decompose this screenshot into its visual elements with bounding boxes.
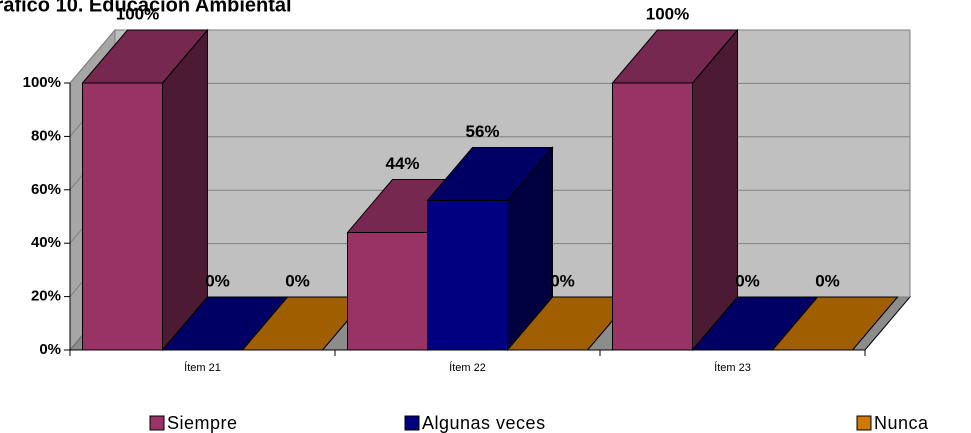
legend-label: Nunca [874,413,929,433]
data-label: 0% [285,271,310,290]
legend-swatch [404,415,420,431]
bar [81,28,209,352]
bar [771,296,899,351]
legend-swatch [856,415,872,431]
data-label: 56% [465,122,499,141]
data-label: 100% [116,4,159,23]
data-label: 0% [550,271,575,290]
grid-line [69,29,910,84]
legend-label: Siempre [167,413,238,433]
bar-front [427,199,508,351]
data-label: 44% [385,154,419,173]
bar-front [82,82,163,351]
data-label: 0% [815,271,840,290]
bar-front [612,82,693,351]
legend-label: Algunas veces [422,413,546,433]
y-tick-label: 60% [31,181,61,198]
data-label: 0% [205,271,230,290]
x-tick-label: Ítem 23 [714,361,751,374]
data-label: 100% [646,4,689,23]
y-tick-label: 20% [31,288,61,305]
x-tick-label: Ítem 22 [449,361,486,374]
legend-swatch [149,415,165,431]
bar-side [692,28,738,352]
data-label: 0% [735,271,760,290]
y-tick-label: 80% [31,127,61,144]
x-tick-label: Ítem 21 [184,361,221,374]
y-tick-label: 0% [39,341,61,358]
bar-top [771,296,899,351]
bar-side [162,28,208,352]
bar [611,28,739,352]
chart-title: Gráfico 10. Educación Ambiental [0,0,292,16]
bar-front [347,232,428,351]
y-tick-label: 40% [31,234,61,251]
bar [426,146,554,352]
y-tick-label: 100% [23,74,61,91]
